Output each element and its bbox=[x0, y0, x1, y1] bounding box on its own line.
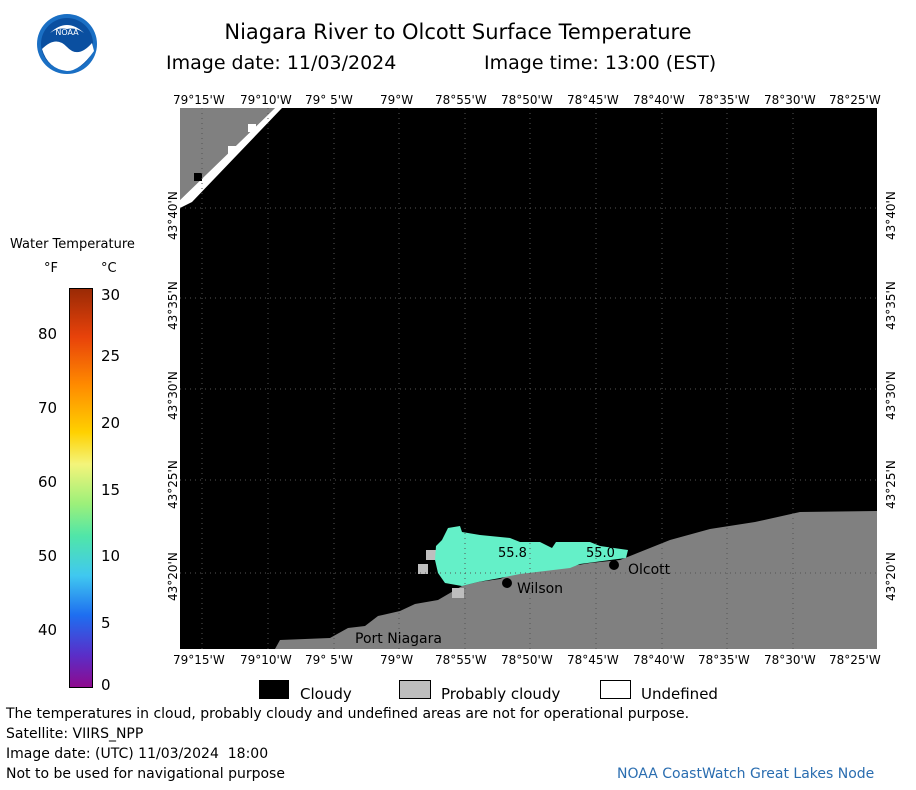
f-tick: 60 bbox=[38, 473, 58, 491]
image-date: Image date: 11/03/2024 bbox=[166, 52, 397, 74]
lon-label: 79°10'W bbox=[240, 653, 292, 667]
lon-label: 78°30'W bbox=[764, 93, 816, 107]
probably-cloudy-pixel bbox=[418, 564, 428, 574]
legend-undefined: Undefined bbox=[641, 685, 718, 703]
f-tick: 80 bbox=[38, 325, 58, 343]
colorbar bbox=[69, 288, 93, 688]
lon-label: 79°15'W bbox=[173, 93, 225, 107]
unit-fahrenheit: °F bbox=[44, 261, 58, 276]
olcott-marker bbox=[609, 560, 619, 570]
lat-label: 43°20'N bbox=[884, 552, 898, 601]
water-temperature-area bbox=[435, 526, 628, 586]
undefined-strip bbox=[180, 108, 282, 208]
f-tick: 50 bbox=[38, 547, 58, 565]
lon-label: 79°10'W bbox=[240, 93, 292, 107]
lon-label: 78°40'W bbox=[633, 653, 685, 667]
lon-label: 79° 5'W bbox=[305, 653, 353, 667]
image-time: Image time: 13:00 (EST) bbox=[484, 52, 717, 74]
lon-label: 78°45'W bbox=[567, 93, 619, 107]
lat-label: 43°25'N bbox=[884, 460, 898, 509]
legend-probably-cloudy: Probably cloudy bbox=[441, 685, 561, 703]
lon-label: 78°35'W bbox=[698, 653, 750, 667]
f-tick: 40 bbox=[38, 621, 58, 639]
lon-label: 78°50'W bbox=[501, 93, 553, 107]
c-tick: 0 bbox=[101, 676, 111, 694]
legend-cloudy: Cloudy bbox=[300, 685, 352, 703]
navigation-warning: Not to be used for navigational purpose bbox=[6, 766, 285, 782]
c-tick: 25 bbox=[101, 347, 121, 365]
lat-label: 43°20'N bbox=[166, 552, 180, 601]
lat-label: 43°40'N bbox=[166, 191, 180, 240]
undefined-swatch bbox=[600, 680, 631, 699]
pixel-block bbox=[228, 146, 236, 154]
logo-text: NOAA bbox=[55, 28, 79, 37]
lon-label: 79°W bbox=[380, 93, 414, 107]
wilson-label: Wilson bbox=[517, 581, 563, 597]
map-canvas: Wilson Olcott Port Niagara 55.8 55.0 bbox=[180, 108, 877, 649]
pixel-block bbox=[248, 124, 256, 132]
wilson-marker bbox=[502, 578, 512, 588]
land-south bbox=[275, 511, 877, 649]
c-tick: 10 bbox=[101, 547, 121, 565]
pixel-block bbox=[194, 173, 202, 181]
lat-label: 43°40'N bbox=[884, 191, 898, 240]
lon-label: 78°30'W bbox=[764, 653, 816, 667]
noaa-credit: NOAA CoastWatch Great Lakes Node bbox=[617, 766, 875, 782]
unit-celsius: °C bbox=[101, 261, 117, 276]
c-tick: 5 bbox=[101, 614, 111, 632]
lat-label: 43°30'N bbox=[884, 371, 898, 420]
lon-label: 78°35'W bbox=[698, 93, 750, 107]
c-tick: 20 bbox=[101, 414, 121, 432]
lat-label: 43°30'N bbox=[166, 371, 180, 420]
graticule bbox=[180, 108, 877, 649]
lon-label: 78°25'W bbox=[829, 93, 881, 107]
colorbar-title: Water Temperature bbox=[10, 237, 135, 252]
probably-cloudy-pixel bbox=[452, 588, 464, 598]
olcott-label: Olcott bbox=[628, 562, 671, 578]
lon-label: 78°50'W bbox=[501, 653, 553, 667]
temp-reading: 55.8 bbox=[498, 546, 527, 561]
lon-label: 78°55'W bbox=[435, 93, 487, 107]
port-niagara-label: Port Niagara bbox=[355, 631, 442, 647]
lon-label: 78°55'W bbox=[435, 653, 487, 667]
cloudy-swatch bbox=[259, 680, 289, 699]
utc-date-text: Image date: (UTC) 11/03/2024 18:00 bbox=[6, 746, 269, 762]
lon-label: 78°45'W bbox=[567, 653, 619, 667]
probably-cloudy-pixel bbox=[426, 550, 436, 560]
lat-label: 43°35'N bbox=[884, 281, 898, 330]
lon-label: 78°25'W bbox=[829, 653, 881, 667]
lon-label: 79°15'W bbox=[173, 653, 225, 667]
lat-label: 43°35'N bbox=[166, 281, 180, 330]
lon-label: 78°40'W bbox=[633, 93, 685, 107]
disclaimer-text: The temperatures in cloud, probably clou… bbox=[6, 706, 690, 722]
map-title: Niagara River to Olcott Surface Temperat… bbox=[224, 20, 692, 44]
probably-cloudy-swatch bbox=[399, 680, 431, 699]
temp-reading: 55.0 bbox=[586, 546, 615, 561]
c-tick: 15 bbox=[101, 481, 121, 499]
lon-label: 79°W bbox=[380, 653, 414, 667]
f-tick: 70 bbox=[38, 399, 58, 417]
noaa-logo-icon: NOAA bbox=[37, 14, 97, 74]
c-tick: 30 bbox=[101, 286, 121, 304]
lon-label: 79° 5'W bbox=[305, 93, 353, 107]
lat-label: 43°25'N bbox=[166, 460, 180, 509]
satellite-text: Satellite: VIIRS_NPP bbox=[6, 726, 144, 742]
